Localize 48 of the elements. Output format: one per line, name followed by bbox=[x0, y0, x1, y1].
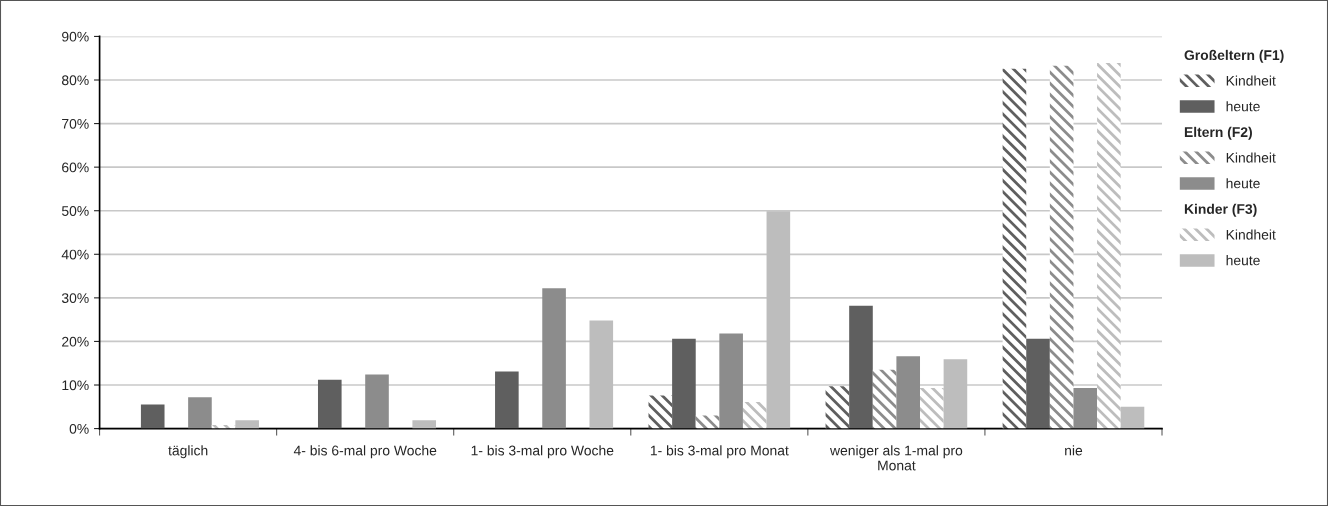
bar bbox=[920, 388, 944, 429]
bar bbox=[719, 333, 743, 429]
bar bbox=[140, 404, 165, 429]
bar bbox=[317, 379, 342, 429]
y-tick-label: 60% bbox=[62, 162, 89, 173]
text: Eltern (F2) bbox=[1184, 126, 1252, 140]
y-tick-label: 40% bbox=[61, 249, 89, 260]
y-tick-label: 90% bbox=[62, 31, 89, 42]
bar bbox=[412, 420, 437, 429]
bar bbox=[188, 397, 212, 429]
text: Großeltern (F1) bbox=[1184, 49, 1284, 63]
bar bbox=[1073, 388, 1098, 429]
x-tick-label: weniger als 1-mal pro Monat bbox=[830, 445, 963, 471]
bar bbox=[1026, 338, 1050, 429]
legend-label: Kindheit bbox=[1226, 75, 1276, 86]
bar bbox=[495, 371, 519, 429]
y-tick-label: 20% bbox=[62, 336, 89, 347]
bar bbox=[648, 395, 673, 429]
y-tick-label: 80% bbox=[61, 75, 89, 86]
y-tick-label: 10% bbox=[62, 380, 89, 391]
bar bbox=[825, 386, 850, 429]
legend-label: Kindheit bbox=[1226, 229, 1276, 240]
bar bbox=[1002, 68, 1027, 429]
bar bbox=[872, 369, 897, 429]
legend-label: heute bbox=[1226, 255, 1260, 266]
legend-label: heute bbox=[1226, 101, 1260, 112]
legend-label: Kindheit bbox=[1226, 152, 1276, 163]
bar bbox=[896, 356, 921, 429]
x-tick-label: nie bbox=[1065, 445, 1083, 456]
bar bbox=[1120, 406, 1145, 429]
bar bbox=[365, 374, 389, 429]
x-tick-label: 1- bis 3-mal pro Monat bbox=[650, 445, 789, 459]
bar bbox=[672, 338, 696, 429]
y-tick-label: 50% bbox=[61, 206, 89, 216]
y-tick-label: 30% bbox=[61, 293, 89, 304]
x-tick-label: täglich bbox=[168, 445, 208, 459]
bar bbox=[235, 420, 259, 429]
bar bbox=[849, 305, 873, 429]
bar bbox=[742, 402, 767, 429]
y-tick-label: 70% bbox=[62, 118, 89, 129]
bar bbox=[1049, 65, 1074, 429]
y-tick-label: 0% bbox=[69, 423, 89, 434]
legend-label: heute bbox=[1226, 178, 1260, 189]
x-tick-label: 4- bis 6-mal pro Woche bbox=[293, 445, 437, 459]
bar bbox=[542, 288, 566, 429]
x-tick-label: 1- bis 3-mal pro Woche bbox=[471, 445, 614, 459]
text: Kinder (F3) bbox=[1184, 203, 1257, 217]
bar bbox=[1097, 63, 1121, 429]
